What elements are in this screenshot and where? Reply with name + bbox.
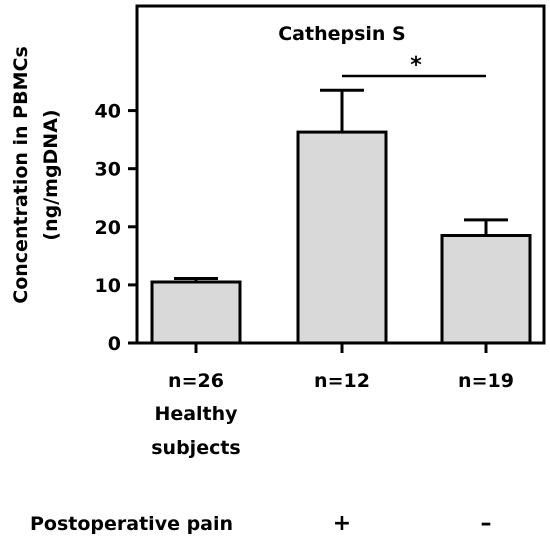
x-axis-categories: n=26 Healthy subjects n=12 + n=19 – (151, 343, 514, 536)
y-axis-label-line-2: (ng/mgDNA) (40, 109, 62, 240)
row-label-postoperative-pain: Postoperative pain (30, 513, 233, 535)
error-bars (174, 88, 508, 282)
significance-markers: * (342, 53, 486, 78)
pain-mark: – (481, 511, 492, 536)
y-tick-label: 30 (95, 159, 121, 181)
bars (150, 130, 532, 345)
y-tick-label: 40 (95, 101, 121, 123)
bar (150, 280, 242, 345)
n-label: n=26 (168, 370, 224, 392)
y-axis-ticks: 0 10 20 30 40 (95, 101, 137, 355)
bar (296, 130, 388, 345)
group-label: Healthy (154, 403, 238, 425)
y-tick-label: 20 (95, 217, 121, 239)
group-label: subjects (151, 437, 241, 459)
y-tick-label: 0 (108, 333, 121, 355)
y-axis-label: Concentration in PBMCs (ng/mgDNA) (10, 46, 62, 303)
y-axis-label-line-1: Concentration in PBMCs (10, 46, 32, 303)
y-tick-label: 10 (95, 275, 121, 297)
chart-title: Cathepsin S (278, 23, 406, 45)
bar (440, 234, 532, 345)
significance-star: * (410, 53, 422, 78)
n-label: n=12 (314, 370, 370, 392)
n-label: n=19 (458, 370, 514, 392)
pain-mark: + (333, 511, 351, 536)
